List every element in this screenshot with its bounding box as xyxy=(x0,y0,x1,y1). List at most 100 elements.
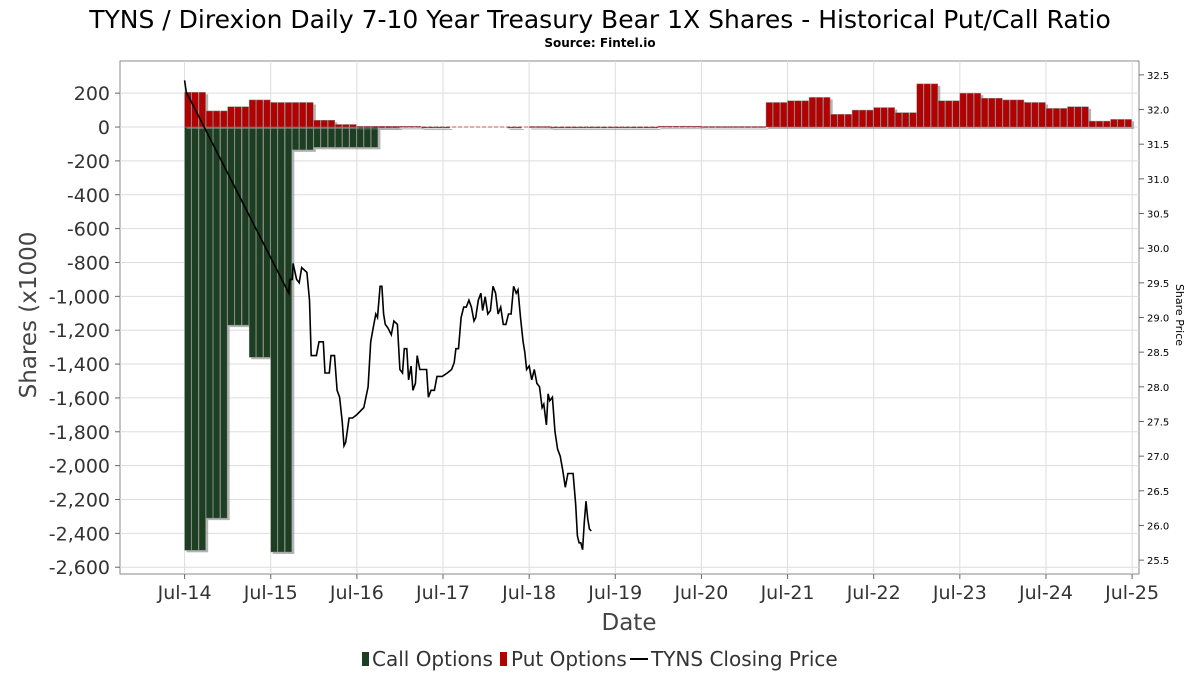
closing-price-line-start xyxy=(183,80,190,98)
call-bar xyxy=(306,126,314,151)
put-bar-shadow xyxy=(753,128,761,130)
put-bar xyxy=(995,97,1003,128)
y2-axis-ticks: 32.5 32.0 31.5 31.0 30.5 30.0 29.5 29.0 28.5 28.0… xyxy=(1139,71,1169,567)
call-bar xyxy=(220,126,228,519)
put-bar xyxy=(184,92,192,128)
put-bar xyxy=(859,109,867,128)
legend-put-label: Put Options xyxy=(511,647,627,671)
put-bar-shadow xyxy=(337,126,345,130)
call-bar xyxy=(292,126,300,151)
y-tick-label: -2,600 xyxy=(49,557,110,579)
y-axis-label: Shares (x1000 xyxy=(16,232,42,399)
put-bar xyxy=(945,100,953,128)
call-bar xyxy=(327,126,336,148)
call-bar-shadow xyxy=(581,129,589,131)
legend-call-swatch xyxy=(362,652,369,666)
y-tick-label: -600 xyxy=(67,219,110,241)
call-options-series xyxy=(184,126,661,554)
call-bar xyxy=(320,126,328,148)
put-bar xyxy=(299,102,307,128)
put-bar xyxy=(981,97,989,128)
put-bar xyxy=(1117,119,1125,128)
put-bar xyxy=(844,114,852,128)
put-bar xyxy=(1081,106,1089,128)
x-axis-label: Date xyxy=(602,610,657,636)
call-bar xyxy=(342,126,350,148)
y2-tick-label: 30.0 xyxy=(1147,244,1169,255)
y2-tick-label: 27.5 xyxy=(1147,417,1169,428)
put-bar xyxy=(923,83,931,128)
call-bar-shadow xyxy=(638,129,646,131)
put-bar xyxy=(765,102,773,128)
put-bar xyxy=(234,106,242,128)
y2-tick-label: 29.0 xyxy=(1147,314,1169,325)
call-bar xyxy=(205,126,213,519)
call-bar xyxy=(299,126,307,151)
call-bar-shadow xyxy=(559,129,568,131)
put-bar xyxy=(241,106,249,128)
call-bar-shadow xyxy=(437,129,446,131)
put-bar xyxy=(248,99,257,128)
put-bar xyxy=(1052,108,1060,128)
put-bar xyxy=(1074,106,1082,128)
put-bar xyxy=(959,92,967,128)
put-bar xyxy=(306,102,314,128)
call-bar xyxy=(313,126,321,148)
y-tick-label: 200 xyxy=(74,83,110,105)
x-tick-label: Jul-19 xyxy=(587,582,642,604)
put-bar xyxy=(1060,108,1068,128)
call-bar xyxy=(241,126,249,326)
call-bar xyxy=(284,126,292,553)
put-bar xyxy=(1002,99,1010,128)
y2-tick-label: 31.0 xyxy=(1147,175,1169,186)
put-bar xyxy=(335,124,343,128)
x-tick-label: Jul-21 xyxy=(760,582,815,604)
call-bar xyxy=(349,126,357,148)
put-bar xyxy=(772,102,781,128)
call-bar-shadow xyxy=(445,129,453,131)
put-bar xyxy=(1067,106,1075,128)
put-bar-shadow xyxy=(689,128,697,130)
x-tick-label: Jul-15 xyxy=(243,582,298,604)
y2-tick-label: 26.5 xyxy=(1147,487,1169,498)
call-bar xyxy=(191,126,199,551)
put-bar-shadow xyxy=(358,128,367,130)
put-bar-shadow xyxy=(717,128,725,130)
legend-put-swatch xyxy=(500,652,507,666)
y-axis-ticks: 200 0 -200 -400 -600 -800 -1,000 -1,200 -1,400 -1… xyxy=(49,83,120,579)
put-bar-shadow xyxy=(710,128,718,130)
put-bar xyxy=(780,102,788,128)
put-bar-shadow xyxy=(409,128,417,130)
put-bar xyxy=(851,109,859,128)
put-bar xyxy=(973,92,982,128)
call-bar-shadow xyxy=(552,129,560,131)
put-bar xyxy=(277,102,285,128)
legend: Call Options Put Options TYNS Closing Pr… xyxy=(362,647,838,671)
x-tick-label: Jul-17 xyxy=(415,582,470,604)
call-bar-shadow xyxy=(509,129,517,131)
put-bar-shadow xyxy=(531,128,539,130)
put-bar xyxy=(938,100,946,128)
put-bar xyxy=(1024,102,1032,128)
put-bar xyxy=(342,124,350,128)
put-bar-shadow xyxy=(703,128,711,130)
put-bar xyxy=(837,114,845,128)
put-bar xyxy=(1095,120,1104,128)
put-bar xyxy=(270,102,278,128)
legend-price-label: TYNS Closing Price xyxy=(650,647,838,671)
call-bar-shadow xyxy=(617,129,625,131)
call-bar xyxy=(234,126,242,326)
put-bar xyxy=(227,106,235,128)
put-bar-shadow xyxy=(760,128,769,130)
put-bar xyxy=(894,112,903,128)
put-bar-shadow xyxy=(732,128,740,130)
put-bar xyxy=(787,100,795,128)
call-bar-shadow xyxy=(423,129,431,131)
put-bar-shadow xyxy=(366,128,374,130)
call-bar-shadow xyxy=(610,129,618,131)
put-bar xyxy=(887,107,895,128)
x-tick-label: Jul-14 xyxy=(157,582,212,604)
call-bar xyxy=(371,126,379,148)
call-bar xyxy=(227,126,235,326)
